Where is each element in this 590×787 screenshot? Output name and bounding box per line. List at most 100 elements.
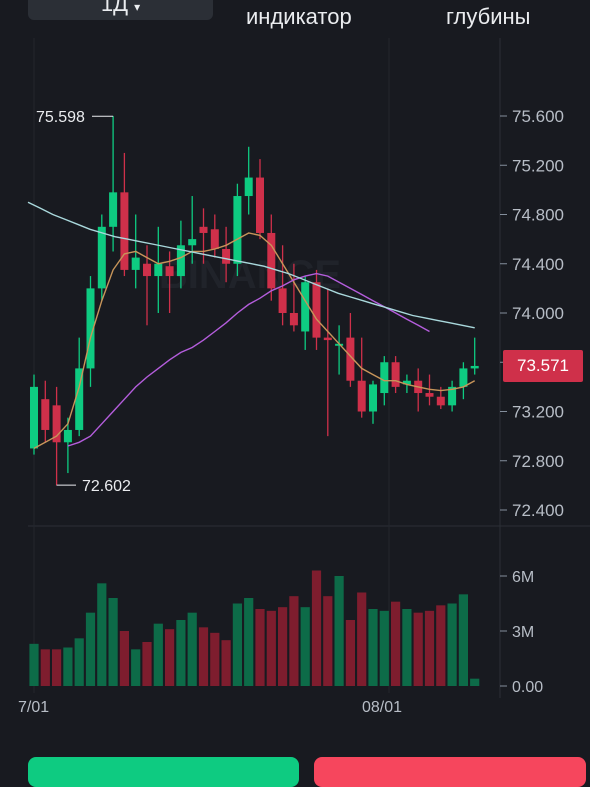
candle-body [278,288,287,313]
chart-toolbar: 1Д ▾ индикатор глубины [0,0,590,38]
candle [41,380,50,443]
candle-body [222,248,231,264]
candle-body [323,337,332,341]
candle-body [143,263,151,277]
candle-body [448,386,457,406]
candle-body [470,365,479,369]
candle [176,220,185,289]
candlestick-chart[interactable]: BINANCE 75.60075.20074.80074.40074.00073… [0,38,590,758]
volume-bar [131,649,141,686]
candle-body [244,177,253,197]
candle-body [131,257,140,270]
price-tick-label: 73.200 [512,403,564,422]
candle-body [312,282,321,338]
volume-tick-label: 3M [512,624,534,641]
candle-body [436,396,445,406]
volume-bar [345,620,355,686]
candle [109,116,118,252]
candle [323,288,332,437]
candle-body [369,384,377,412]
date-tick-label: 7/01 [18,699,49,716]
price-tick-label: 74.400 [512,255,564,274]
volume-bar [357,592,367,686]
volume-bar [198,627,209,686]
volume-bars [29,570,480,686]
candle-body [86,288,95,369]
tab-indicator[interactable]: индикатор [246,4,352,29]
candle [391,356,400,394]
volume-bar [436,605,446,686]
chevron-down-icon: ▾ [134,0,141,14]
volume-bar [221,640,231,686]
price-tick-label: 75.200 [512,156,564,175]
candle-body [391,362,400,387]
date-tick-label: 08/01 [362,699,402,716]
tab-depth[interactable]: глубины [446,4,531,29]
timeframe-selector[interactable]: 1Д ▾ [28,0,213,20]
candle-body [165,266,174,277]
volume-bar [108,598,118,686]
candle [448,380,457,412]
candle [30,374,38,455]
candle [459,362,468,400]
candle [210,214,219,258]
volume-bar [289,596,299,686]
candle-body [289,313,298,326]
candle [86,276,95,387]
volume-bar [97,583,107,686]
volume-bar [278,607,288,686]
volume-bar [391,601,401,686]
volume-bar [244,598,254,686]
price-tick-label: 72.400 [512,501,564,520]
candle-body [75,368,84,430]
candle-body [52,405,61,443]
volume-bar [232,603,242,686]
candle-body [199,226,208,233]
candle-body [402,380,411,385]
volume-bar [379,610,389,686]
candle-body [176,245,185,277]
volume-bar [85,612,96,686]
candle-body [41,399,50,430]
candle [470,337,479,375]
last-price-tag: 73.571 [503,350,583,382]
sell-button[interactable] [314,757,586,787]
volume-bar [334,576,344,686]
candle-body [346,337,355,381]
candle [120,152,129,277]
candle [357,337,366,418]
candle [346,313,355,387]
candle-body [425,393,434,397]
candle-body [120,192,129,270]
volume-bar [74,638,84,686]
candle [97,214,106,301]
volume-bar [142,642,152,686]
volume-bar [210,632,220,686]
candle [222,226,231,283]
candle [154,226,163,313]
volume-bar [413,612,423,686]
volume-bar [29,643,39,686]
candle-body [459,368,468,387]
buy-button[interactable] [28,757,299,787]
candle [369,380,377,424]
candle-body [301,282,310,332]
candle-body [188,239,197,246]
chart-grid [28,38,590,698]
candle [312,269,321,350]
timeframe-label: 1Д [100,0,128,16]
moving-average-line [33,232,476,450]
candle-body [267,232,276,289]
volume-tick-label: 6M [512,569,534,586]
volume-bar [470,678,480,686]
volume-bar [52,649,62,686]
volume-bar [402,609,412,686]
moving-average-line [67,272,430,447]
candle-body [380,362,389,394]
price-tick-label: 75.600 [512,107,564,126]
volume-bar [458,594,468,686]
candle-body [256,177,264,233]
candle [267,214,276,301]
volume-bar [63,647,73,686]
volume-bar [153,623,163,686]
